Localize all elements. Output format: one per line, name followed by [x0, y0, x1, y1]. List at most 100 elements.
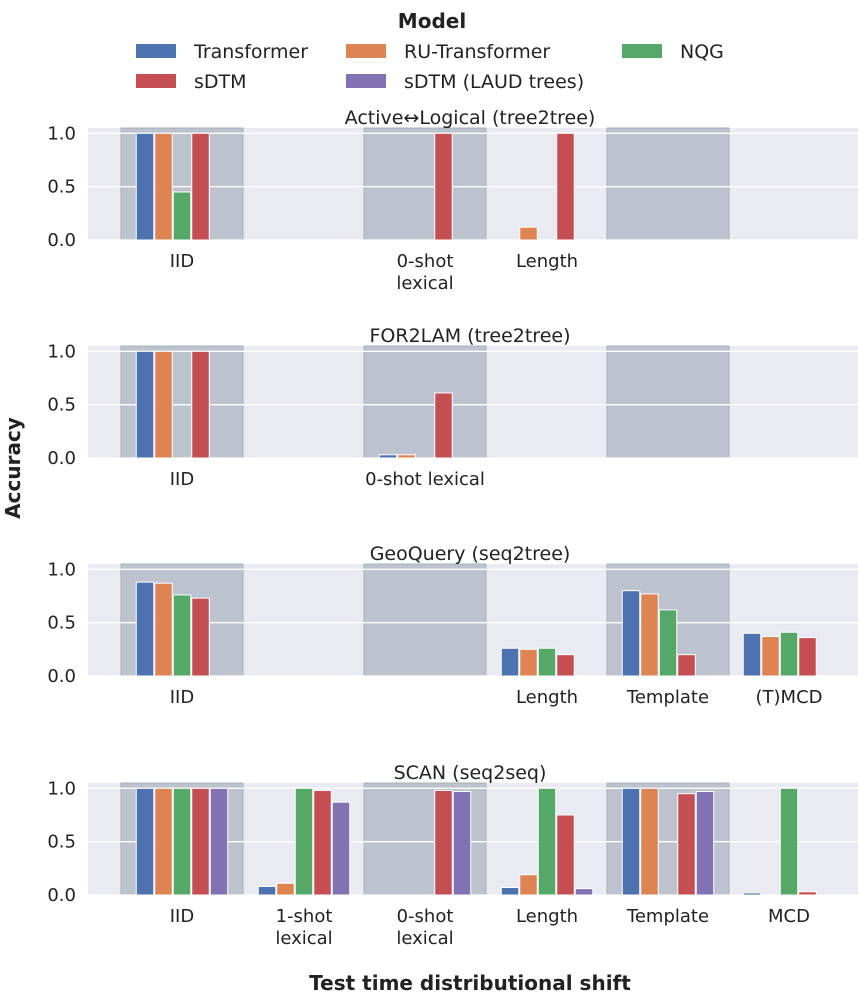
bar-sdtm-laud-trees	[695, 791, 715, 896]
bar-nqg	[172, 787, 192, 896]
legend-item-ru-transformer: RU-Transformer	[346, 41, 550, 63]
bar-nqg	[779, 631, 799, 677]
bar-ru-transformer	[154, 787, 173, 896]
bar-transformer	[378, 454, 398, 459]
bar-transformer	[742, 632, 762, 677]
y-axis-label: Accuracy	[1, 417, 25, 519]
bar-sdtm	[191, 597, 210, 677]
x-category-label: 0-shot	[397, 906, 454, 927]
bar-sdtm	[191, 132, 210, 241]
x-category-label: lexical	[396, 928, 453, 949]
shaded-region	[363, 345, 487, 459]
shaded-region	[363, 563, 487, 677]
y-tick-label: 1.0	[47, 559, 76, 580]
x-category-label: Length	[516, 906, 578, 927]
bar-ru-transformer	[397, 454, 416, 459]
bar-ru-transformer	[519, 874, 538, 896]
bar-ru-transformer	[154, 582, 173, 677]
bar-sdtm	[191, 350, 210, 459]
legend-item-transformer: Transformer	[136, 41, 308, 63]
shaded-region	[363, 127, 487, 241]
panel-for2lam-tree2tree: 0.0 0.5 1.0 FOR2LAM (tree2tree) IID 0-shot le…	[47, 325, 858, 490]
x-category-label: 1-shot	[276, 906, 333, 927]
legend-swatch	[136, 44, 176, 58]
bar-sdtm	[556, 654, 575, 677]
bar-sdtm	[434, 392, 453, 459]
bar-sdtm-laud-trees	[331, 801, 351, 896]
bar-nqg	[537, 787, 557, 896]
y-tick-label: 0.5	[47, 395, 76, 416]
legend-label: sDTM (LAUD trees)	[404, 71, 584, 93]
x-category-label: Template	[626, 687, 709, 708]
bar-ru-transformer	[640, 787, 659, 896]
bar-nqg	[658, 609, 678, 677]
bar-transformer	[135, 132, 155, 241]
x-category-label: Template	[626, 906, 709, 927]
y-tick-label: 0.0	[47, 885, 76, 906]
legend-swatch	[346, 44, 386, 58]
panel-title: FOR2LAM (tree2tree)	[370, 325, 571, 347]
panel-active-logical-tree2tree: 0.0 0.5 1.0 Active↔Logical (tree2tree) IID 0-…	[47, 107, 858, 294]
y-tick-label: 0.5	[47, 177, 76, 198]
bar-transformer	[135, 350, 155, 459]
x-category-label: IID	[170, 469, 194, 490]
x-category-label: MCD	[768, 906, 810, 927]
bar-sdtm	[191, 787, 210, 896]
x-category-label: IID	[170, 906, 194, 927]
legend-item-nqg: NQG	[622, 41, 724, 63]
legend-swatch	[346, 74, 386, 88]
bar-nqg	[779, 787, 799, 896]
x-category-label: lexical	[396, 273, 453, 294]
bar-sdtm	[434, 789, 453, 896]
legend-label: sDTM	[194, 71, 247, 93]
y-tick-label: 0.0	[47, 448, 76, 469]
legend-label: NQG	[680, 41, 724, 63]
legend-item-sdtm: sDTM	[136, 71, 247, 93]
bar-sdtm	[434, 132, 453, 241]
legend-swatch	[622, 44, 662, 58]
x-category-label: 0-shot lexical	[365, 469, 485, 490]
chart-panels: 0.0 0.5 1.0 Active↔Logical (tree2tree) IID 0-…	[47, 107, 858, 949]
x-category-label: IID	[170, 251, 194, 272]
x-category-label: lexical	[275, 928, 332, 949]
legend-swatch	[136, 74, 176, 88]
bar-ru-transformer	[640, 593, 659, 677]
bar-transformer	[135, 581, 155, 677]
bar-sdtm-laud-trees	[452, 791, 472, 896]
bar-transformer	[135, 787, 155, 896]
bar-sdtm	[677, 654, 696, 677]
bar-transformer	[621, 590, 641, 677]
bar-transformer	[742, 892, 762, 896]
x-category-label: IID	[170, 687, 194, 708]
bar-sdtm	[556, 132, 575, 241]
y-tick-label: 1.0	[47, 123, 76, 144]
panel-title: GeoQuery (seq2tree)	[370, 543, 571, 565]
bar-ru-transformer	[154, 350, 173, 459]
bar-transformer	[621, 787, 641, 896]
y-tick-label: 1.0	[47, 341, 76, 362]
x-category-label: Length	[516, 251, 578, 272]
bar-transformer	[500, 887, 520, 896]
bar-transformer	[257, 885, 277, 896]
bar-ru-transformer	[276, 882, 295, 896]
legend: Model Transformer RU-Transformer NQG sDTM sD…	[136, 9, 724, 93]
shaded-region	[606, 345, 730, 459]
panel-geoquery-seq2tree: 0.0 0.5 1.0 GeoQuery (seq2tree) IID Length Tem…	[47, 543, 858, 708]
panel-title: SCAN (seq2seq)	[394, 762, 547, 784]
y-tick-label: 1.0	[47, 778, 76, 799]
y-tick-label: 0.0	[47, 230, 76, 251]
bar-sdtm	[556, 814, 575, 896]
bar-ru-transformer	[154, 132, 173, 241]
y-tick-label: 0.5	[47, 832, 76, 853]
legend-title: Model	[398, 9, 466, 33]
bar-nqg	[537, 647, 557, 677]
x-category-label: (T)MCD	[756, 687, 823, 708]
bar-sdtm-laud-trees	[209, 787, 229, 896]
shaded-region	[606, 127, 730, 241]
x-category-label: 0-shot	[397, 251, 454, 272]
x-category-label: Length	[516, 687, 578, 708]
legend-label: Transformer	[193, 41, 308, 63]
bar-transformer	[500, 647, 520, 677]
